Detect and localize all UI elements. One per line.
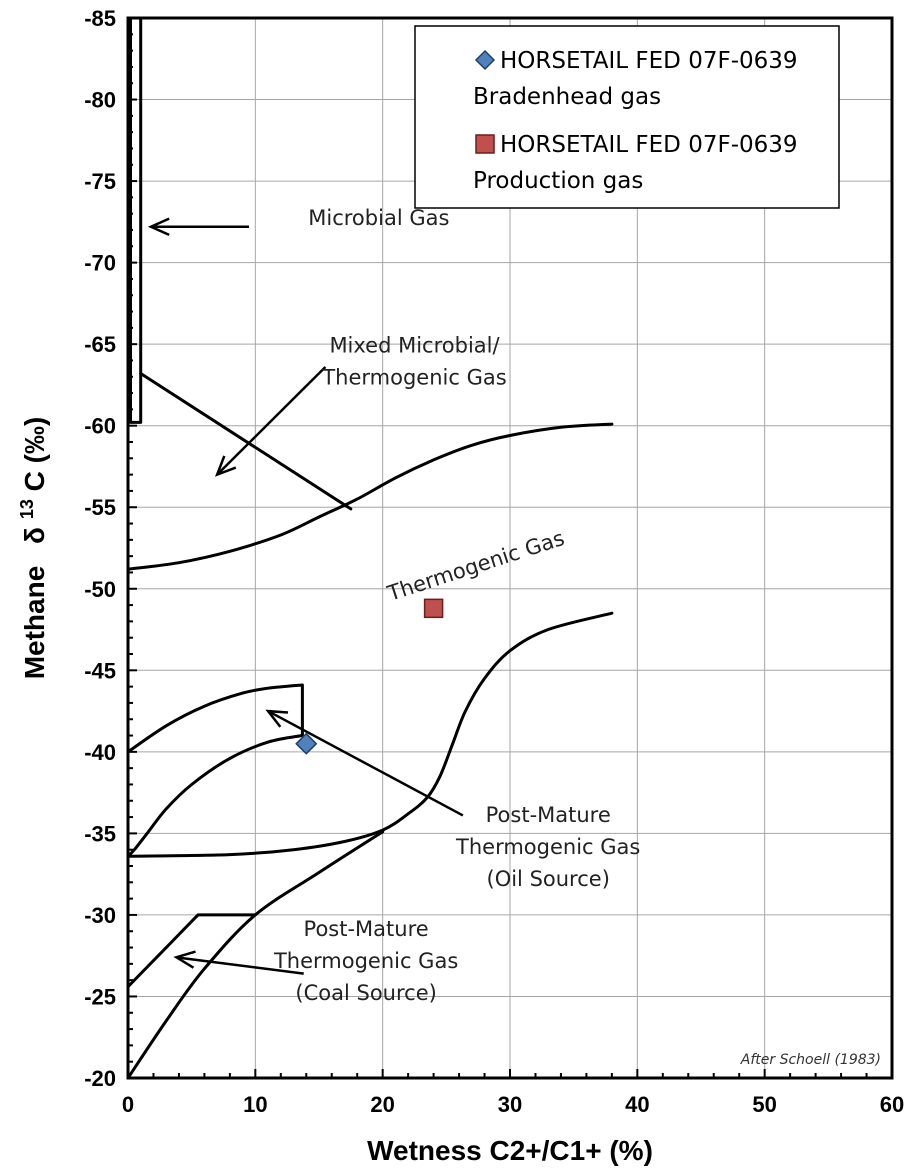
region-label: Mixed Microbial/Thermogenic Gas <box>321 333 506 389</box>
legend-marker-diamond <box>474 49 496 71</box>
region-label-line: Post-Mature <box>486 803 611 827</box>
region-label: Post-Mature Thermogenic Gas (Coal Source) <box>273 917 458 1005</box>
region-annotations: Microbial Gas Mixed Microbial/Thermogenic… <box>273 206 640 1005</box>
data-points <box>295 598 444 755</box>
boundary-thermogenic-lower <box>126 611 614 858</box>
arrow-shaft <box>176 956 304 975</box>
region-label-line: Microbial Gas <box>308 206 449 230</box>
arrow-head <box>214 455 237 477</box>
legend-entry-production-title: HORSETAIL FED 07F-0639 <box>500 132 798 158</box>
region-label: Thermogenic Gas <box>384 526 568 606</box>
y-tick-label: -70 <box>84 251 116 276</box>
x-tick-label: 40 <box>625 1092 649 1117</box>
region-label-line: Thermogenic Gas <box>321 365 506 389</box>
point-bradenhead-gas <box>295 732 318 755</box>
annotation-arrows <box>147 217 464 975</box>
region-label: Post-Mature Thermogenic Gas (Oil Source) <box>455 803 640 891</box>
region-label-line: Thermogenic Gas <box>273 949 458 973</box>
arrow-shaft <box>216 366 327 476</box>
region-label-line: Post-Mature <box>304 917 429 941</box>
region-label-line: Thermogenic Gas <box>455 835 640 859</box>
x-tick-label: 10 <box>243 1092 267 1117</box>
y-tick-label: -50 <box>84 577 116 602</box>
legend-entry-bradenhead-title: HORSETAIL FED 07F-0639 <box>500 48 798 74</box>
y-axis-title: Methane δ 13 C (‰) <box>8 417 50 680</box>
legend: HORSETAIL FED 07F-0639 Bradenhead gas HO… <box>414 25 840 209</box>
y-axis-title-suffix: C (‰) <box>19 417 50 492</box>
boundary-coal-source-outer <box>126 913 257 989</box>
boundary-coal-source-inner <box>126 830 385 1080</box>
y-tick-label: -65 <box>84 332 116 357</box>
y-axis-title-superscript: 13 <box>17 499 37 519</box>
region-label-line: Mixed Microbial/ <box>329 333 500 357</box>
arrow-head <box>147 217 170 237</box>
boundary-oil-source-outer <box>126 683 304 754</box>
legend-entry-production-subtitle: Production gas <box>473 168 643 194</box>
y-axis-title-delta: δ <box>19 527 50 544</box>
point-production-gas <box>423 598 444 619</box>
y-tick-label: -30 <box>84 903 116 928</box>
boundary-mixed-diagonal <box>139 372 353 511</box>
region-label-line: (Coal Source) <box>295 981 436 1005</box>
boundary-oil-source-inner <box>126 734 304 858</box>
x-axis-title: Wetness C2+/C1+ (%) <box>367 1135 653 1166</box>
source-credit: After Schoell (1983) <box>740 1052 881 1068</box>
x-tick-label: 30 <box>498 1092 522 1117</box>
y-tick-label: -25 <box>84 984 116 1009</box>
y-tick-label: -80 <box>84 88 116 113</box>
legend-marker-square <box>475 134 495 154</box>
x-tick-label: 0 <box>122 1092 134 1117</box>
boundary-microbial-box <box>129 16 143 424</box>
x-tick-label: 50 <box>752 1092 776 1117</box>
y-axis-title-prefix: Methane <box>19 566 50 680</box>
region-label-line: (Oil Source) <box>487 867 610 891</box>
y-tick-label: -40 <box>84 740 116 765</box>
y-tick-label: -35 <box>84 821 116 846</box>
boundary-thermogenic-upper <box>126 422 614 571</box>
y-tick-label: -20 <box>84 1066 116 1091</box>
axis-ticks: -85 -80 -75 -70 -65 -60 -55 -50 -45 -40 -35 -30 -25 -… <box>84 6 904 1117</box>
y-tick-label: -75 <box>84 169 116 194</box>
region-label: Microbial Gas <box>308 206 449 230</box>
boundary-curves <box>126 16 614 1080</box>
legend-entry-bradenhead-subtitle: Bradenhead gas <box>473 84 661 110</box>
y-tick-label: -45 <box>84 658 116 683</box>
y-tick-label: -55 <box>84 495 116 520</box>
arrow-head <box>173 950 196 969</box>
y-tick-label: -60 <box>84 414 116 439</box>
y-tick-label: -85 <box>84 6 116 31</box>
arrow-shaft <box>267 709 464 817</box>
arrow-head <box>265 709 289 728</box>
x-tick-label: 60 <box>880 1092 904 1117</box>
region-label-line: Thermogenic Gas <box>384 526 568 606</box>
x-tick-label: 20 <box>370 1092 394 1117</box>
